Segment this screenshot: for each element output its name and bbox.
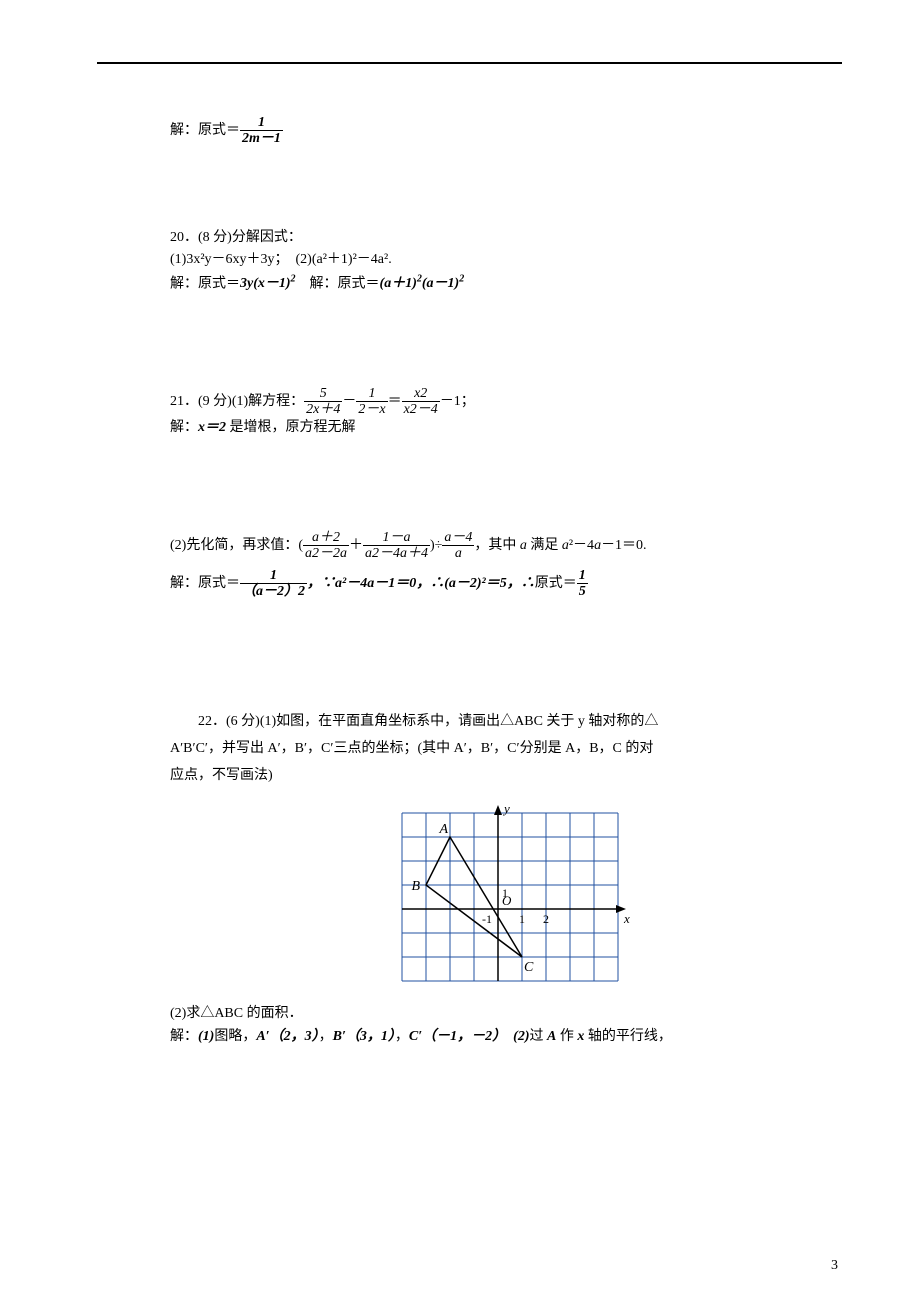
svg-text:y: y xyxy=(502,801,510,816)
q21b-af1d: （a－2）2 xyxy=(240,584,307,599)
svg-text:1: 1 xyxy=(519,912,525,926)
q21a-f2d: 2－x xyxy=(356,402,387,417)
q21b-f2d: a2－4a＋4 xyxy=(363,546,430,561)
q21b-ans-mid: ，∵a²－4a－1＝0，∴(a－2)²＝5，∴ xyxy=(307,576,535,591)
q20-ans: 解：原式＝3y(x－1)2 解：原式＝(a＋1)2(a－1)2 xyxy=(170,272,850,296)
page-number: 3 xyxy=(831,1258,838,1274)
q22-ans: 解：(1)图略，A′（2，3），B′（3，1），C′（－1，－2） (2)过 A… xyxy=(170,1026,850,1048)
q21b-f2n: 1－a xyxy=(363,530,430,546)
q21b-ans-prefix: 解：原式＝ xyxy=(170,576,240,591)
q21a-f1: 52x＋4 xyxy=(304,386,342,418)
q21a-f1n: 5 xyxy=(304,386,342,402)
q21a-f2: 12－x xyxy=(356,386,387,418)
q21a-f3d: x2－4 xyxy=(402,402,440,417)
q22-part2: (2)求△ABC 的面积． xyxy=(170,1003,850,1025)
q21b-f2: 1－aa2－4a＋4 xyxy=(363,530,430,562)
q21a-prefix: 21．(9 分)(1)解方程： xyxy=(170,394,304,409)
q21b-ans: 解：原式＝1（a－2）2，∵a²－4a－1＝0，∴(a－2)²＝5，∴原式＝15 xyxy=(170,568,850,600)
q21a-block: 21．(9 分)(1)解方程：52x＋4－12－x＝x2x2－4－1； 解：x＝… xyxy=(170,386,850,440)
svg-text:1: 1 xyxy=(502,886,508,900)
q21b-plus: ＋ xyxy=(349,538,363,553)
svg-text:2: 2 xyxy=(543,912,549,926)
q19-frac-num: 1 xyxy=(240,115,283,131)
q20-ans-text: 解：原式＝3y(x－1)2 解：原式＝(a＋1)2(a－1)2 xyxy=(170,276,464,291)
q20-line1: (1)3x²y－6xy＋3y； (2)(a²＋1)²－4a². xyxy=(170,249,850,271)
svg-text:x: x xyxy=(623,911,630,926)
q21a-mid2: ＝ xyxy=(388,394,402,409)
q21b-f1d: a2－2a xyxy=(303,546,349,561)
q21a-suffix: －1； xyxy=(440,394,475,409)
q21b-af1n: 1 xyxy=(240,568,307,584)
q19-frac-den: 2m－1 xyxy=(240,131,283,146)
q19-block: 解：原式＝12m－1 xyxy=(170,115,850,147)
q21b-af2d: 5 xyxy=(577,584,588,599)
q21a-line: 21．(9 分)(1)解方程：52x＋4－12－x＝x2x2－4－1； xyxy=(170,386,850,418)
q21b-f3n: a－4 xyxy=(442,530,474,546)
q21b-f1n: a＋2 xyxy=(303,530,349,546)
q21b-suffix: ，其中 a 满足 a²－4a－1＝0. xyxy=(474,538,646,553)
q21a-f1d: 2x＋4 xyxy=(304,402,342,417)
q22-block: 22．(6 分)(1)如图，在平面直角坐标系中，请画出△ABC 关于 y 轴对称… xyxy=(170,709,850,1048)
page-content: 解：原式＝12m－1 20．(8 分)分解因式： (1)3x²y－6xy＋3y；… xyxy=(170,115,850,1058)
q21b-af1: 1（a－2）2 xyxy=(240,568,307,600)
svg-text:A: A xyxy=(438,822,448,837)
q21b-mid: )÷ xyxy=(430,538,442,553)
q21b-f3: a－4a xyxy=(442,530,474,562)
q21b-af2: 15 xyxy=(577,568,588,600)
q21b-f3d: a xyxy=(442,546,474,561)
q21b-prefix: (2)先化简，再求值：( xyxy=(170,538,303,553)
q21b-ans-mid2: 原式＝ xyxy=(535,576,577,591)
q21a-f3: x2x2－4 xyxy=(402,386,440,418)
q19-prefix: 解：原式＝ xyxy=(170,123,240,138)
header-rule xyxy=(97,62,842,64)
q21a-f3n: x2 xyxy=(402,386,440,402)
coordinate-diagram: ABCyxO121-1 xyxy=(390,801,630,991)
q21b-block: (2)先化简，再求值：(a＋2a2－2a＋1－aa2－4a＋4)÷a－4a，其中… xyxy=(170,530,850,600)
svg-text:C: C xyxy=(524,960,534,975)
q21a-mid1: － xyxy=(342,394,356,409)
q21a-ans: 解：x＝2 是增根，原方程无解 xyxy=(170,417,850,439)
q21a-f2n: 1 xyxy=(356,386,387,402)
q21b-f1: a＋2a2－2a xyxy=(303,530,349,562)
q19-frac: 12m－1 xyxy=(240,115,283,147)
q20-title: 20．(8 分)分解因式： xyxy=(170,227,850,249)
svg-text:-1: -1 xyxy=(482,912,492,926)
q21b-line: (2)先化简，再求值：(a＋2a2－2a＋1－aa2－4a＋4)÷a－4a，其中… xyxy=(170,530,850,562)
q22-title: 22．(6 分)(1)如图，在平面直角坐标系中，请画出△ABC 关于 y 轴对称… xyxy=(170,709,850,789)
q20-block: 20．(8 分)分解因式： (1)3x²y－6xy＋3y； (2)(a²＋1)²… xyxy=(170,227,850,296)
svg-text:B: B xyxy=(411,879,420,894)
q21b-af2n: 1 xyxy=(577,568,588,584)
